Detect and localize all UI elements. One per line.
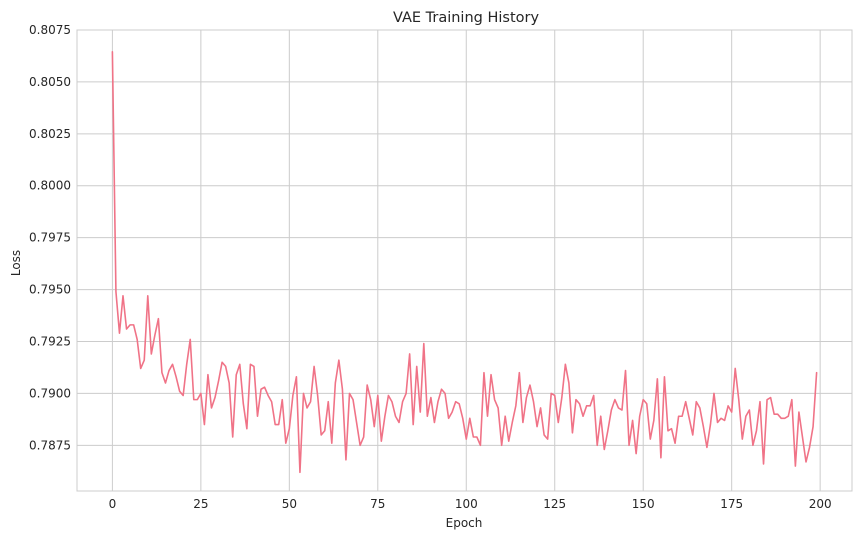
y-tick-label: 0.7925	[29, 334, 71, 348]
y-tick-label: 0.7950	[29, 283, 71, 297]
x-tick-label: 25	[193, 497, 208, 511]
plot-frame	[76, 29, 853, 492]
y-tick-label: 0.7975	[29, 231, 71, 245]
y-tick-label: 0.8075	[29, 23, 71, 37]
y-tick-labels: 0.7875 0.7900 0.7925 0.7950 0.7975 0.8000 0.80…	[29, 23, 71, 452]
x-tick-label: 50	[282, 497, 297, 511]
y-tick-label: 0.8000	[29, 179, 71, 193]
x-tick-label: 75	[370, 497, 385, 511]
x-tick-label: 200	[809, 497, 832, 511]
y-tick-label: 0.7900	[29, 386, 71, 400]
y-tick-label: 0.8025	[29, 127, 71, 141]
y-tick-label: 0.8050	[29, 75, 71, 89]
x-tick-label: 0	[109, 497, 117, 511]
chart-title: VAE Training History	[393, 10, 540, 26]
x-axis-label: Epoch	[446, 516, 483, 530]
x-tick-labels: 0 25 50 75 100 125 150 175 200	[109, 497, 832, 511]
x-tick-label: 175	[720, 497, 743, 511]
plot-area	[77, 30, 852, 491]
y-tick-label: 0.7875	[29, 438, 71, 452]
x-tick-label: 150	[632, 497, 655, 511]
x-tick-label: 125	[543, 497, 566, 511]
grid	[77, 29, 852, 491]
loss-series-line	[111, 51, 818, 474]
y-axis-label: Loss	[9, 250, 23, 276]
x-tick-label: 100	[455, 497, 478, 511]
